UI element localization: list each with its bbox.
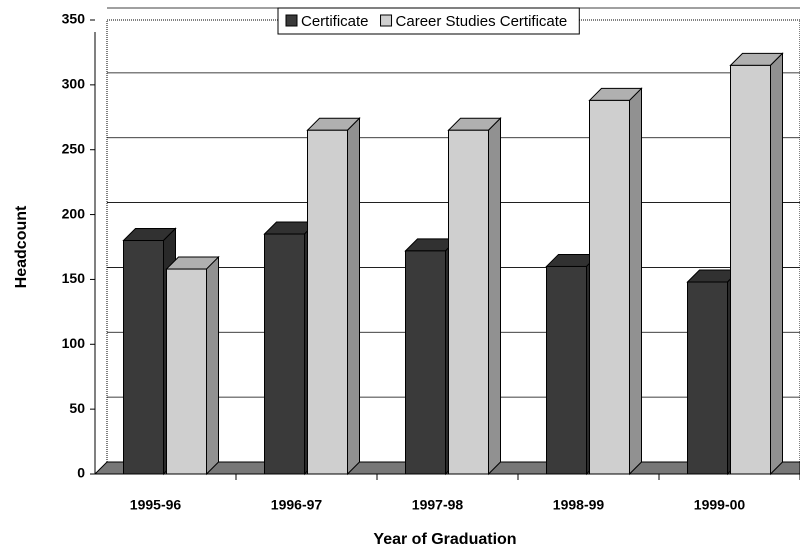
bar xyxy=(306,117,361,476)
bar xyxy=(729,52,784,476)
bar xyxy=(588,87,643,476)
bar-front xyxy=(448,129,489,475)
bar-side xyxy=(347,117,360,476)
y-tick-label: 150 xyxy=(62,270,86,286)
bar xyxy=(165,255,220,476)
y-tick-label: 100 xyxy=(62,335,86,351)
bar-front xyxy=(264,233,305,475)
bar-side xyxy=(770,52,783,476)
legend-label: Certificate xyxy=(301,13,369,30)
x-tick-label: 1995-96 xyxy=(130,497,182,513)
bar-side xyxy=(488,117,501,476)
y-tick-label: 200 xyxy=(62,205,86,221)
bar-front xyxy=(730,64,771,475)
bar-front xyxy=(307,129,348,475)
bar-front xyxy=(405,250,446,475)
y-tick-label: 350 xyxy=(62,11,86,27)
x-tick-label: 1996-97 xyxy=(271,497,323,513)
legend-swatch xyxy=(380,14,393,27)
legend-box xyxy=(277,7,580,35)
bar-front xyxy=(589,99,630,475)
x-tick-label: 1997-98 xyxy=(412,497,464,513)
y-tick-label: 50 xyxy=(69,400,85,416)
bar-side xyxy=(629,87,642,476)
legend-swatch xyxy=(285,14,298,27)
y-tick-label: 300 xyxy=(62,76,86,92)
x-tick-label: 1999-00 xyxy=(694,497,746,513)
x-axis-label: Year of Graduation xyxy=(373,531,516,548)
legend-label: Career Studies Certificate xyxy=(396,13,568,30)
y-axis-label: Headcount xyxy=(13,205,30,288)
bar-front xyxy=(123,240,164,475)
y-tick-label: 250 xyxy=(62,140,86,156)
bar-front xyxy=(166,268,207,475)
bar xyxy=(447,117,502,476)
y-tick-label: 0 xyxy=(77,465,85,481)
bar-front xyxy=(687,281,728,475)
bar-front xyxy=(546,265,587,475)
bar-side xyxy=(206,255,219,476)
x-tick-label: 1998-99 xyxy=(553,497,605,513)
